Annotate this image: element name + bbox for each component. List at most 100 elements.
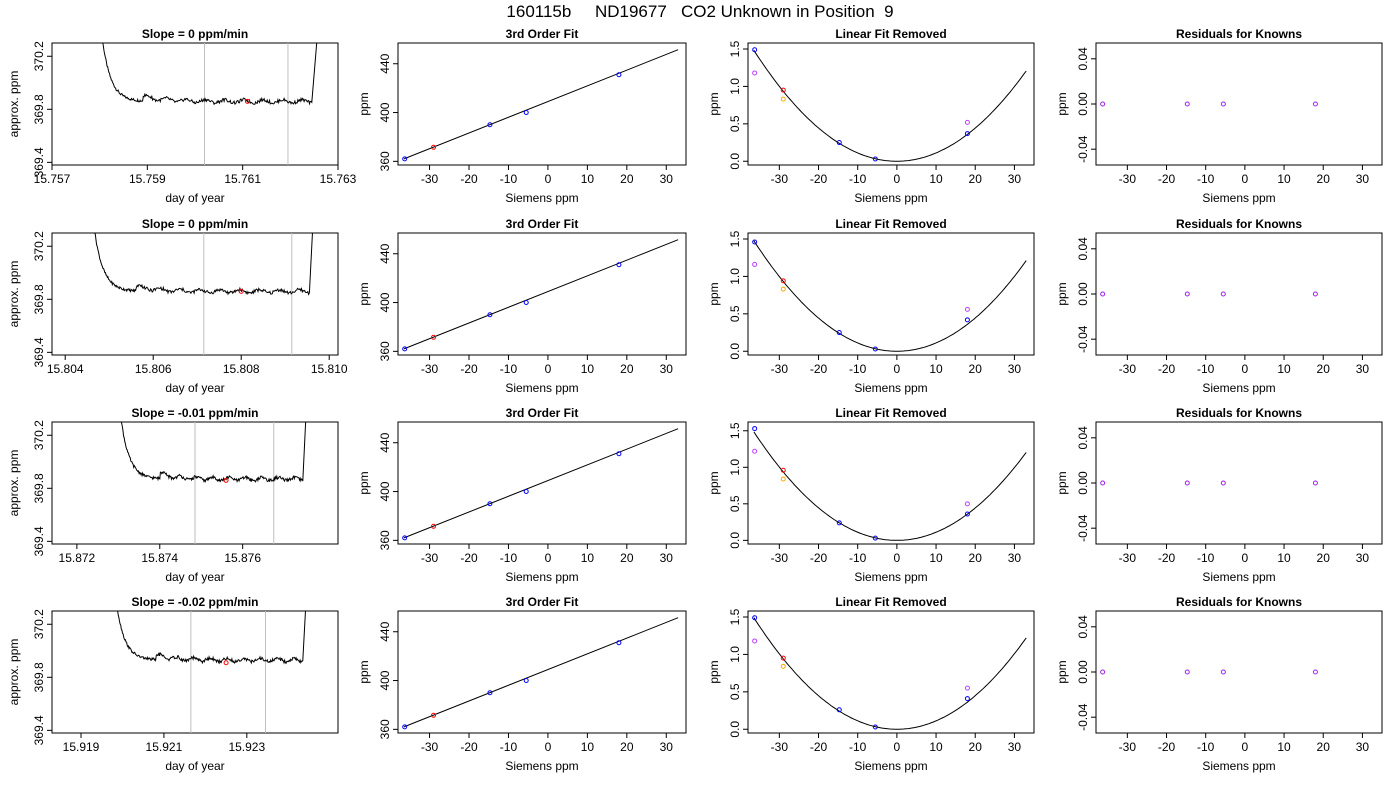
- y-tick-label: 1.5: [728, 230, 742, 247]
- x-tick-label: 10: [929, 172, 943, 186]
- x-tick-label: -30: [1119, 740, 1137, 754]
- plot-area: [752, 426, 1027, 541]
- x-axis-label: day of year: [165, 381, 224, 395]
- y-axis-label: ppm: [1055, 660, 1069, 683]
- y-tick-label: 0.04: [1076, 426, 1090, 450]
- y-axis-label: ppm: [707, 660, 721, 683]
- x-tick-label: -20: [810, 740, 828, 754]
- y-tick-label: 0.0: [728, 153, 742, 170]
- residual-point: [1220, 291, 1226, 297]
- x-tick-label: -30: [421, 551, 439, 565]
- y-axis-label: approx. ppm: [7, 450, 21, 517]
- residual-point: [1312, 669, 1318, 675]
- x-tick-label: 20: [620, 172, 634, 186]
- x-tick-label: 0: [545, 551, 552, 565]
- panel-timeseries-r2: Slope = 0 ppm/min 15.804 15.806 15.808 15.81…: [7, 217, 348, 395]
- data-point: [523, 110, 529, 116]
- data-point: [964, 696, 970, 702]
- panel-title: 3rd Order Fit: [506, 217, 579, 231]
- fit-curve: [753, 240, 1027, 352]
- x-tick-label: 30: [660, 740, 674, 754]
- x-tick-label: 20: [969, 551, 983, 565]
- x-tick-label: 10: [929, 551, 943, 565]
- x-tick-label: 0: [894, 172, 901, 186]
- y-axis-label: ppm: [1055, 282, 1069, 305]
- y-tick-label: 0.0: [728, 343, 742, 360]
- y-tick-label: 0.04: [1076, 615, 1090, 639]
- x-tick-label: 15.874: [141, 551, 178, 565]
- trace-line: [94, 233, 313, 296]
- data-point: [752, 448, 758, 454]
- panel-knowns-r4: Residuals for Knowns -30 -20 -10 0 10 20 30 -0.0…: [1055, 595, 1383, 773]
- x-tick-label: -10: [500, 362, 518, 376]
- x-tick-label: -30: [771, 172, 789, 186]
- x-tick-label: 0: [1242, 172, 1249, 186]
- plot-area: [102, 43, 318, 165]
- x-axis-label: day of year: [165, 759, 224, 773]
- mean-marker: [238, 288, 244, 294]
- y-tick-label: 360: [378, 530, 392, 550]
- y-tick-label: 1.0: [728, 646, 742, 663]
- y-tick-label: 440: [378, 243, 392, 263]
- residual-point: [1220, 669, 1226, 675]
- mean-marker: [244, 98, 250, 104]
- x-tick-label: 20: [620, 362, 634, 376]
- x-axis-label: Siemens ppm: [1202, 381, 1275, 395]
- y-axis-label: approx. ppm: [7, 71, 21, 138]
- data-point: [752, 239, 758, 245]
- x-axis-label: Siemens ppm: [1202, 570, 1275, 584]
- data-point: [780, 476, 786, 482]
- y-tick-label: 360: [378, 151, 392, 171]
- y-tick-label: 400: [378, 102, 392, 122]
- y-tick-label: 369.8: [32, 94, 46, 124]
- trace-line: [120, 422, 307, 483]
- x-tick-label: -20: [460, 551, 478, 565]
- x-tick-label: 0: [545, 172, 552, 186]
- y-tick-label: 0.04: [1076, 47, 1090, 71]
- x-tick-label: 30: [1008, 362, 1022, 376]
- panel-fit-r2: 3rd Order Fit -30 -20 -10 0 10 20 30 360 400 440 Si…: [357, 217, 687, 395]
- panel-title: 3rd Order Fit: [506, 27, 579, 41]
- x-tick-label: 20: [1317, 551, 1331, 565]
- panel-title: Slope = 0 ppm/min: [142, 27, 248, 41]
- panel-title: Linear Fit Removed: [835, 406, 946, 420]
- plot-area: [752, 615, 1027, 730]
- x-tick-label: 20: [620, 551, 634, 565]
- plot-frame: [1095, 421, 1383, 545]
- x-tick-label: 0: [1242, 551, 1249, 565]
- x-tick-label: 0: [545, 362, 552, 376]
- residual-point: [1184, 291, 1190, 297]
- panel-knowns-r3: Residuals for Knowns -30 -20 -10 0 10 20 30 -0.0…: [1055, 406, 1383, 584]
- y-tick-label: 369.4: [32, 147, 46, 177]
- y-tick-label: 369.4: [32, 526, 46, 556]
- data-point: [964, 306, 970, 312]
- x-tick-label: 15.806: [135, 362, 172, 376]
- x-axis-label: day of year: [165, 191, 224, 205]
- x-tick-label: -30: [421, 362, 439, 376]
- panel-residual-r3: Linear Fit Removed -30 -20 -10 0 10 20 30 0.0 0.5…: [707, 406, 1035, 584]
- y-tick-label: 369.8: [32, 473, 46, 503]
- data-point: [780, 655, 786, 661]
- y-tick-label: 0.00: [1076, 660, 1090, 684]
- x-tick-label: 10: [929, 362, 943, 376]
- y-tick-label: 0.0: [728, 532, 742, 549]
- plot-frame: [747, 610, 1035, 734]
- x-tick-label: -10: [500, 172, 518, 186]
- plot-area: [1100, 669, 1318, 675]
- data-point: [872, 346, 878, 352]
- y-tick-label: 370.2: [32, 231, 46, 261]
- x-axis-label: day of year: [165, 570, 224, 584]
- data-point: [402, 346, 408, 352]
- y-tick-label: 369.8: [32, 284, 46, 314]
- y-axis-label: approx. ppm: [7, 261, 21, 328]
- x-tick-label: 20: [1317, 362, 1331, 376]
- y-tick-label: 400: [378, 670, 392, 690]
- panel-knowns-r2: Residuals for Knowns -30 -20 -10 0 10 20 30 -0.0…: [1055, 217, 1383, 395]
- x-tick-label: -20: [810, 172, 828, 186]
- y-tick-label: 369.4: [32, 337, 46, 367]
- mean-marker: [223, 660, 229, 666]
- x-tick-label: -30: [1119, 362, 1137, 376]
- x-tick-label: -20: [1158, 551, 1176, 565]
- data-point: [616, 640, 622, 646]
